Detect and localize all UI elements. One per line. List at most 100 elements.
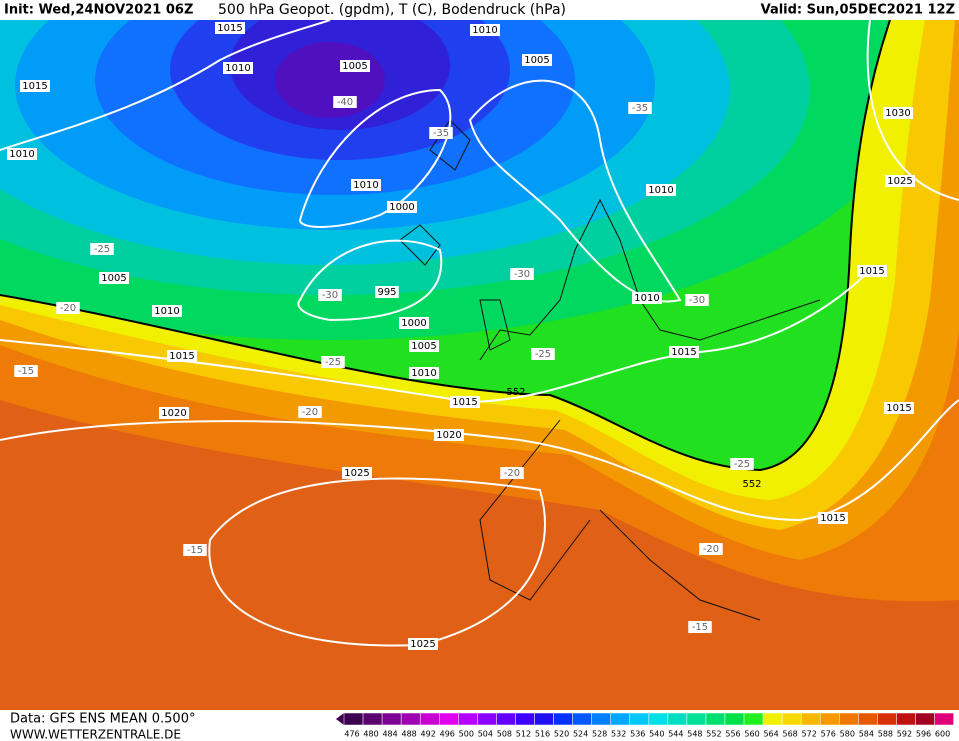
legend-level: 536: [630, 730, 645, 739]
temperature-label-box: [318, 289, 342, 301]
color-legend: 476 480 484 488 492 496 500 504 508 512 516 520 524 5…: [336, 712, 954, 739]
legend-swatch: [762, 712, 783, 726]
legend-swatch: [820, 712, 840, 726]
temperature-label: -35: [433, 128, 449, 139]
legend-level: 564: [763, 730, 778, 739]
legend-swatch: [877, 712, 897, 726]
legend-level: 548: [687, 730, 702, 739]
isobar-label: 1015: [820, 513, 845, 524]
isobar-label-box: [342, 467, 372, 479]
legend-level: 552: [706, 730, 721, 739]
temperature-label-box: [14, 365, 38, 377]
temperature-label: -30: [689, 295, 705, 306]
temperature-label-box: [628, 102, 652, 114]
isobar-label: 1010: [634, 293, 659, 304]
legend-level: 572: [802, 730, 817, 739]
temperature-label-box: [298, 406, 322, 418]
legend-swatch: [896, 712, 916, 726]
temperature-label-box: [688, 621, 712, 633]
init-time: Init: Wed,24NOV2021 06Z: [4, 3, 193, 18]
legend-level: 544: [668, 730, 683, 739]
legend-level: 596: [916, 730, 931, 739]
temperature-label-box: [321, 356, 345, 368]
temperature-label: -25: [94, 244, 110, 255]
temperature-label-box: [531, 348, 555, 360]
temperature-label-box: [500, 467, 524, 479]
isobar-label-box: [99, 272, 129, 284]
isobar-label: 1020: [161, 408, 186, 419]
legend-level: 568: [783, 730, 798, 739]
legend-arrow-left: [336, 713, 344, 725]
isobar-label-box: [387, 201, 417, 213]
geopotential-label: 552: [506, 387, 525, 398]
legend-level: 476: [344, 730, 359, 739]
isobar-label-box: [470, 24, 500, 36]
map-labels: 1015 1010 1010 1005 1005 1015 1030 1010 1010 1010…: [7, 22, 915, 650]
isobar-label: 1015: [22, 81, 47, 92]
isobar-label-box: [223, 62, 253, 74]
coastline: [399, 119, 821, 621]
legend-level: 524: [573, 730, 588, 739]
temperature-label: -15: [18, 366, 34, 377]
data-source: Data: GFS ENS MEAN 0.500°: [10, 712, 195, 727]
isobar-label-box: [7, 148, 37, 160]
isobar-label-box: [857, 265, 887, 277]
isobar: [468, 79, 682, 303]
temperature-label: -20: [703, 544, 719, 555]
legend-level: 520: [554, 730, 569, 739]
legend-swatch: [439, 712, 459, 726]
geopotential-label: 552: [742, 479, 761, 490]
isobar-label: 1010: [154, 306, 179, 317]
legend-level: 560: [744, 730, 759, 739]
legend-swatch: [572, 712, 592, 726]
isobar-label-box: [408, 638, 438, 650]
website: WWW.WETTERZENTRALE.DE: [10, 728, 181, 741]
field-band: [275, 42, 385, 118]
isobar-label-box: [351, 179, 381, 191]
isobar-label: 1020: [436, 430, 461, 441]
isobar-label-box: [669, 346, 699, 358]
temperature-label-box: [699, 543, 723, 555]
isobar-label: 1010: [411, 368, 436, 379]
legend-swatch: [915, 712, 935, 726]
temperature-label-box: [90, 243, 114, 255]
isobar-label-box: [152, 305, 182, 317]
isobar-label: 1015: [169, 351, 194, 362]
isobar-label: 1025: [410, 639, 435, 650]
isobar-label: 1025: [887, 176, 912, 187]
contour-552: [0, 20, 891, 472]
isobar-label-box: [818, 512, 848, 524]
temperature-label: -30: [322, 290, 338, 301]
legend-level: 588: [878, 730, 893, 739]
isobar: [0, 20, 331, 151]
temperature-label: -25: [535, 349, 551, 360]
legend-level: 528: [592, 730, 607, 739]
isobar-label-box: [375, 286, 399, 298]
temperature-label: -20: [60, 303, 76, 314]
isobar: [866, 20, 959, 201]
isobar-label: 1015: [859, 266, 884, 277]
temperature-label: -35: [632, 103, 648, 114]
isobar: [297, 239, 443, 322]
legend-swatch: [553, 712, 573, 726]
isobar-label-box: [434, 429, 464, 441]
legend-level: 576: [821, 730, 836, 739]
legend-level: 532: [611, 730, 626, 739]
isobar-label: 1015: [217, 23, 242, 34]
legend-swatch: [477, 712, 497, 726]
cold-core: [0, 20, 890, 340]
legend-level: 492: [421, 730, 436, 739]
isobar-label-box: [885, 175, 915, 187]
legend-level: 540: [649, 730, 664, 739]
isobar-label: 1000: [401, 318, 426, 329]
legend-swatch: [800, 712, 821, 726]
legend-level: 496: [440, 730, 455, 739]
legend-swatch: [610, 712, 631, 726]
isobar-label: 1010: [472, 25, 497, 36]
isobar-label-box: [409, 367, 439, 379]
legend-swatch: [515, 712, 535, 726]
isobar-label-box: [646, 184, 676, 196]
isobar-label-box: [159, 407, 189, 419]
temperature-label-box: [685, 294, 709, 306]
